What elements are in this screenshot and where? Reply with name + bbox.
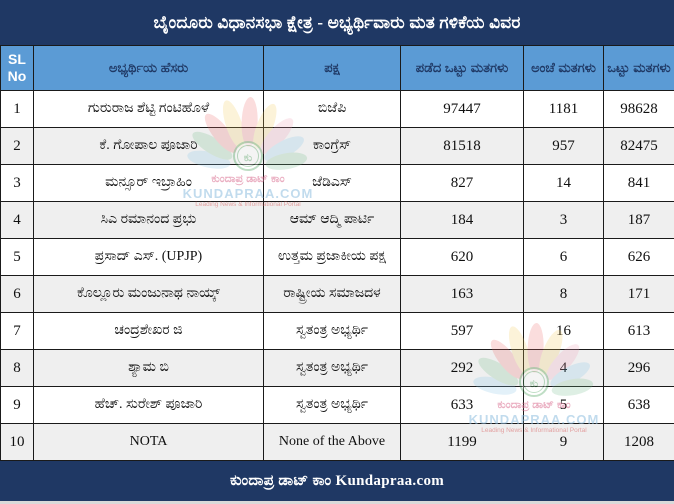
cell-total-votes: 638 (603, 386, 674, 424)
cell-evm-votes: 163 (400, 275, 524, 313)
cell-sl-no: 4 (0, 201, 34, 239)
cell-total-votes: 296 (603, 349, 674, 387)
cell-candidate-name: ಕೆ. ಗೋಪಾಲ ಪೂಜಾರಿ (33, 127, 264, 165)
footer-bar: ಕುಂದಾಪ್ರ ಡಾಟ್ ಕಾಂ Kundapraa.com (0, 461, 674, 501)
cell-sl-no: 5 (0, 238, 34, 276)
cell-sl-no: 9 (0, 386, 34, 424)
cell-candidate-name: ಚಂದ್ರಶೇಖರ ಜಿ (33, 312, 264, 350)
cell-candidate-name: NOTA (33, 423, 264, 461)
table-row: 4 ಸಿಎ ರಮಾನಂದ ಪ್ರಭು ಆಮ್ ಆದ್ಮಿ ಪಾರ್ಟಿ 184 … (0, 201, 674, 239)
cell-total-votes: 841 (603, 164, 674, 202)
results-table: SL No ಅಭ್ಯರ್ಥಿಯ ಹೆಸರು ಪಕ್ಷ ಪಡೆದ ಒಟ್ಟು ಮತ… (0, 45, 674, 461)
cell-evm-votes: 292 (400, 349, 524, 387)
column-header-sl: SL No (0, 45, 34, 91)
cell-total-votes: 187 (603, 201, 674, 239)
cell-candidate-name: ಮನ್ಸೂರ್ ಇಬ್ರಾಹಿಂ (33, 164, 264, 202)
cell-evm-votes: 81518 (400, 127, 524, 165)
cell-party: ಸ್ವತಂತ್ರ ಅಭ್ಯರ್ಥಿ (263, 349, 401, 387)
cell-candidate-name: ಸಿಎ ರಮಾನಂದ ಪ್ರಭು (33, 201, 264, 239)
cell-total-votes: 1208 (603, 423, 674, 461)
cell-postal-votes: 6 (523, 238, 604, 276)
table-row: 6 ಕೊಲ್ಲೂರು ಮಂಜುನಾಥ ನಾಯ್ಕ್ ರಾಷ್ಟ್ರೀಯ ಸಮಾಜ… (0, 275, 674, 313)
column-header-candidate: ಅಭ್ಯರ್ಥಿಯ ಹೆಸರು (33, 45, 264, 91)
cell-candidate-name: ಹೆಚ್. ಸುರೇಶ್ ಪೂಜಾರಿ (33, 386, 264, 424)
column-header-party: ಪಕ್ಷ (263, 45, 401, 91)
cell-candidate-name: ಶ್ಯಾಮ ಬಿ (33, 349, 264, 387)
cell-party: ಆಮ್ ಆದ್ಮಿ ಪಾರ್ಟಿ (263, 201, 401, 239)
cell-evm-votes: 1199 (400, 423, 524, 461)
column-header-postal-votes: ಅಂಚೆ ಮತಗಳು (523, 45, 604, 91)
table-row: 2 ಕೆ. ಗೋಪಾಲ ಪೂಜಾರಿ ಕಾಂಗ್ರೆಸ್ 81518 957 8… (0, 127, 674, 165)
cell-candidate-name: ಕೊಲ್ಲೂರು ಮಂಜುನಾಥ ನಾಯ್ಕ್ (33, 275, 264, 313)
table-row: 9 ಹೆಚ್. ಸುರೇಶ್ ಪೂಜಾರಿ ಸ್ವತಂತ್ರ ಅಭ್ಯರ್ಥಿ … (0, 386, 674, 424)
cell-evm-votes: 827 (400, 164, 524, 202)
table-row: 1 ಗುರುರಾಜ ಶೆಟ್ಟಿ ಗಂಟಿಹೊಳೆ ಬಿಜೆಪಿ 97447 1… (0, 90, 674, 128)
column-header-total-votes: ಒಟ್ಟು ಮತಗಳು (603, 45, 674, 91)
table-row: 7 ಚಂದ್ರಶೇಖರ ಜಿ ಸ್ವತಂತ್ರ ಅಭ್ಯರ್ಥಿ 597 16 … (0, 312, 674, 350)
table-row: 10 NOTA None of the Above 1199 9 1208 (0, 423, 674, 461)
cell-sl-no: 10 (0, 423, 34, 461)
cell-total-votes: 98628 (603, 90, 674, 128)
cell-sl-no: 2 (0, 127, 34, 165)
cell-party: ಕಾಂಗ್ರೆಸ್ (263, 127, 401, 165)
cell-party: ಸ್ವತಂತ್ರ ಅಭ್ಯರ್ಥಿ (263, 386, 401, 424)
cell-evm-votes: 633 (400, 386, 524, 424)
cell-total-votes: 171 (603, 275, 674, 313)
cell-party: ರಾಷ್ಟ್ರೀಯ ಸಮಾಜದಳ (263, 275, 401, 313)
table-row: 8 ಶ್ಯಾಮ ಬಿ ಸ್ವತಂತ್ರ ಅಭ್ಯರ್ಥಿ 292 4 296 (0, 349, 674, 387)
cell-postal-votes: 16 (523, 312, 604, 350)
page-title: ಬೈಂದೂರು ವಿಧಾನಸಭಾ ಕ್ಷೇತ್ರ - ಅಭ್ಯರ್ಥಿವಾರು … (153, 12, 521, 32)
cell-postal-votes: 8 (523, 275, 604, 313)
table-row: 3 ಮನ್ಸೂರ್ ಇಬ್ರಾಹಿಂ ಜೆಡಿಎಸ್ 827 14 841 (0, 164, 674, 202)
cell-sl-no: 3 (0, 164, 34, 202)
cell-postal-votes: 1181 (523, 90, 604, 128)
cell-postal-votes: 4 (523, 349, 604, 387)
cell-postal-votes: 957 (523, 127, 604, 165)
cell-party: ಸ್ವತಂತ್ರ ಅಭ್ಯರ್ಥಿ (263, 312, 401, 350)
cell-evm-votes: 184 (400, 201, 524, 239)
table-row: 5 ಪ್ರಸಾದ್ ಎಸ್. (UPJP) ಉತ್ತಮ ಪ್ರಜಾಕೀಯ ಪಕ್… (0, 238, 674, 276)
cell-postal-votes: 14 (523, 164, 604, 202)
cell-postal-votes: 3 (523, 201, 604, 239)
cell-candidate-name: ಗುರುರಾಜ ಶೆಟ್ಟಿ ಗಂಟಿಹೊಳೆ (33, 90, 264, 128)
cell-evm-votes: 597 (400, 312, 524, 350)
cell-total-votes: 82475 (603, 127, 674, 165)
cell-party: None of the Above (263, 423, 401, 461)
cell-candidate-name: ಪ್ರಸಾದ್ ಎಸ್. (UPJP) (33, 238, 264, 276)
cell-evm-votes: 97447 (400, 90, 524, 128)
cell-sl-no: 1 (0, 90, 34, 128)
title-bar: ಬೈಂದೂರು ವಿಧಾನಸಭಾ ಕ್ಷೇತ್ರ - ಅಭ್ಯರ್ಥಿವಾರು … (0, 0, 674, 45)
footer-credit: ಕುಂದಾಪ್ರ ಡಾಟ್ ಕಾಂ Kundapraa.com (229, 473, 445, 489)
cell-evm-votes: 620 (400, 238, 524, 276)
cell-postal-votes: 9 (523, 423, 604, 461)
cell-party: ಜೆಡಿಎಸ್ (263, 164, 401, 202)
cell-total-votes: 613 (603, 312, 674, 350)
cell-sl-no: 8 (0, 349, 34, 387)
cell-party: ಬಿಜೆಪಿ (263, 90, 401, 128)
column-header-evm-votes: ಪಡೆದ ಒಟ್ಟು ಮತಗಳು (400, 45, 524, 91)
header-row: SL No ಅಭ್ಯರ್ಥಿಯ ಹೆಸರು ಪಕ್ಷ ಪಡೆದ ಒಟ್ಟು ಮತ… (0, 45, 674, 91)
cell-postal-votes: 5 (523, 386, 604, 424)
cell-total-votes: 626 (603, 238, 674, 276)
cell-sl-no: 7 (0, 312, 34, 350)
cell-party: ಉತ್ತಮ ಪ್ರಜಾಕೀಯ ಪಕ್ಷ (263, 238, 401, 276)
cell-sl-no: 6 (0, 275, 34, 313)
